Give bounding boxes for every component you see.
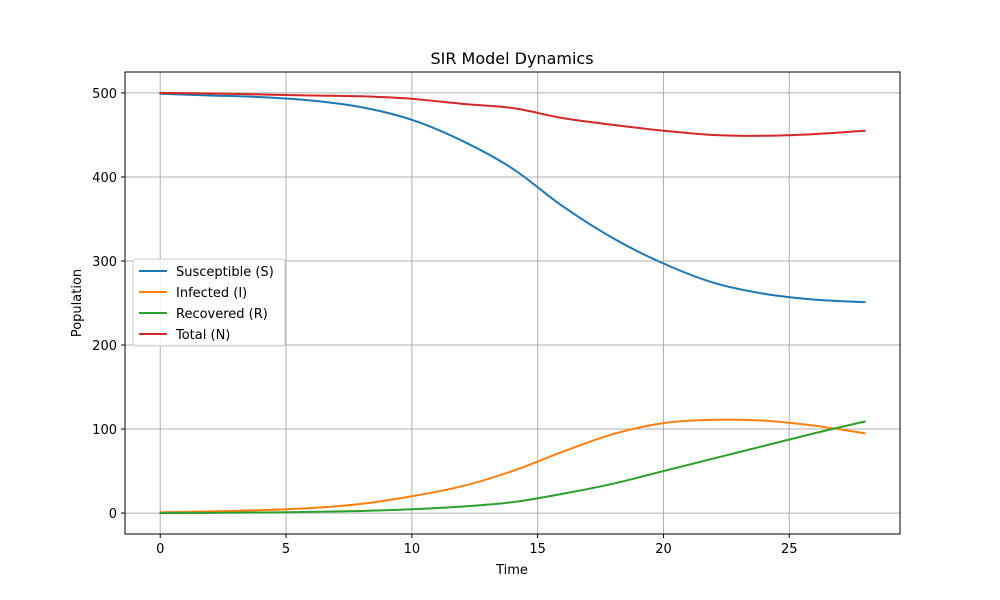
- series-line-infected: [159, 418, 866, 514]
- series-line-susceptible: [159, 92, 866, 304]
- legend-label: Recovered (R): [176, 307, 268, 322]
- y-axis-label: Population: [70, 269, 85, 337]
- y-tick-label: 200: [92, 339, 117, 354]
- x-tick-label: 0: [156, 542, 164, 557]
- y-tick-label: 400: [92, 171, 117, 186]
- plot-frame: [124, 71, 901, 535]
- series-layer: [159, 91, 866, 515]
- x-tick-label: 10: [404, 542, 421, 557]
- x-tick-label: 25: [781, 542, 798, 557]
- tick-layer: 0 5 10 15 20 25 0 100 200 300 400 500: [92, 87, 797, 557]
- x-tick-label: 20: [655, 542, 672, 557]
- y-tick-label: 500: [92, 87, 117, 102]
- x-axis-label: Time: [495, 563, 528, 578]
- y-tick-label: 100: [92, 423, 117, 438]
- y-tick-label: 300: [92, 255, 117, 270]
- legend-label: Susceptible (S): [176, 265, 274, 280]
- legend-item-infected: Infected (I): [139, 286, 247, 301]
- x-tick-label: 15: [529, 542, 546, 557]
- y-tick-label: 0: [109, 507, 117, 522]
- legend: Susceptible (S) Infected (I) Recovered (R)…: [132, 258, 286, 347]
- series-line-total: [159, 91, 866, 137]
- legend-label: Infected (I): [176, 286, 247, 301]
- legend-label: Total (N): [175, 328, 230, 343]
- legend-item-recovered: Recovered (R): [139, 307, 268, 322]
- x-tick-label: 5: [282, 542, 290, 557]
- chart-title: SIR Model Dynamics: [430, 49, 593, 68]
- series-line-recovered: [159, 420, 866, 515]
- legend-item-total: Total (N): [139, 328, 230, 343]
- legend-box: [132, 258, 286, 347]
- legend-item-susceptible: Susceptible (S): [139, 265, 274, 280]
